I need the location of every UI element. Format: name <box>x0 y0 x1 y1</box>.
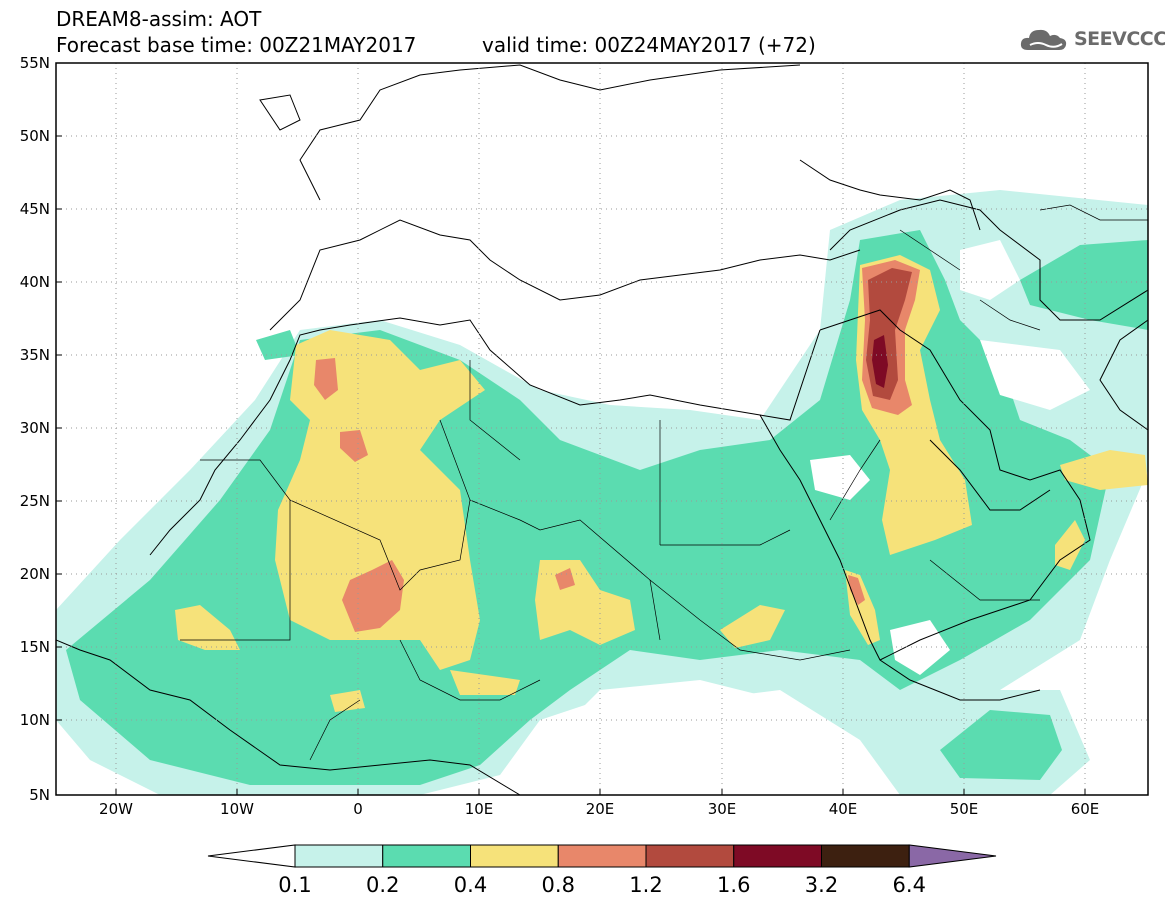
colorbar-swatch <box>733 844 822 868</box>
lat-label: 30N <box>20 419 50 437</box>
lat-label: 5N <box>29 786 50 804</box>
gridlines <box>56 63 1148 795</box>
lat-label: 55N <box>20 54 50 72</box>
colorbar-label: 6.4 <box>893 873 926 897</box>
colorbar-under-arrow <box>207 844 296 868</box>
colorbar-label: 3.2 <box>805 873 838 897</box>
logo-text: SEEVCCC <box>1074 28 1165 50</box>
colorbar-swatch <box>294 844 384 868</box>
colorbar-label: 1.6 <box>717 873 750 897</box>
colorbar-label: 0.1 <box>278 873 311 897</box>
lon-label: 20W <box>99 800 133 818</box>
lat-label: 10N <box>20 711 50 729</box>
colorbar-label: 1.2 <box>629 873 662 897</box>
tick-marks <box>56 62 1086 796</box>
aot-level-1.6 <box>872 335 888 388</box>
lat-label: 40N <box>20 273 50 291</box>
lat-label: 50N <box>20 127 50 145</box>
lon-label: 20E <box>586 800 615 818</box>
lon-labels: 20W 10W 0 10E 20E 30E 40E 50E 60E <box>99 800 1099 818</box>
lat-label: 15N <box>20 638 50 656</box>
lon-label: 50E <box>950 800 979 818</box>
colorbar-swatch <box>470 844 559 868</box>
coastlines <box>56 64 1148 795</box>
lat-label: 25N <box>20 492 50 510</box>
lon-label: 30E <box>708 800 737 818</box>
colorbar-swatch <box>557 844 647 868</box>
title-line-1: DREAM8-assim: AOT <box>56 7 262 31</box>
lat-labels: 55N 50N 45N 40N 35N 30N 25N 20N 15N 10N … <box>20 54 50 804</box>
lon-label: 40E <box>829 800 858 818</box>
colorbar-label: 0.8 <box>542 873 575 897</box>
map-frame <box>55 62 1149 796</box>
colorbar-swatch <box>821 844 910 868</box>
seevccc-logo: SEEVCCC <box>1018 24 1165 54</box>
lat-label: 35N <box>20 346 50 364</box>
colorbar-swatch <box>645 844 735 868</box>
lat-label: 20N <box>20 565 50 583</box>
title-line-3: valid time: 00Z24MAY2017 (+72) <box>482 33 816 57</box>
cloud-icon <box>1020 29 1067 50</box>
colorbar-over-arrow <box>908 844 997 868</box>
colorbar-label: 0.2 <box>366 873 399 897</box>
colorbar-label: 0.4 <box>454 873 487 897</box>
title-line-2: Forecast base time: 00Z21MAY2017 <box>56 33 417 57</box>
lon-label: 10E <box>465 800 494 818</box>
lat-label: 45N <box>20 200 50 218</box>
lon-label: 60E <box>1071 800 1100 818</box>
colorbar: 0.1 0.2 0.4 0.8 1.2 1.6 3.2 6.4 <box>207 844 997 897</box>
lon-label: 10W <box>220 800 254 818</box>
colorbar-swatch <box>382 844 471 868</box>
country-borders <box>180 204 1148 761</box>
aot-field <box>56 190 1148 795</box>
lon-label: 0 <box>353 800 363 818</box>
